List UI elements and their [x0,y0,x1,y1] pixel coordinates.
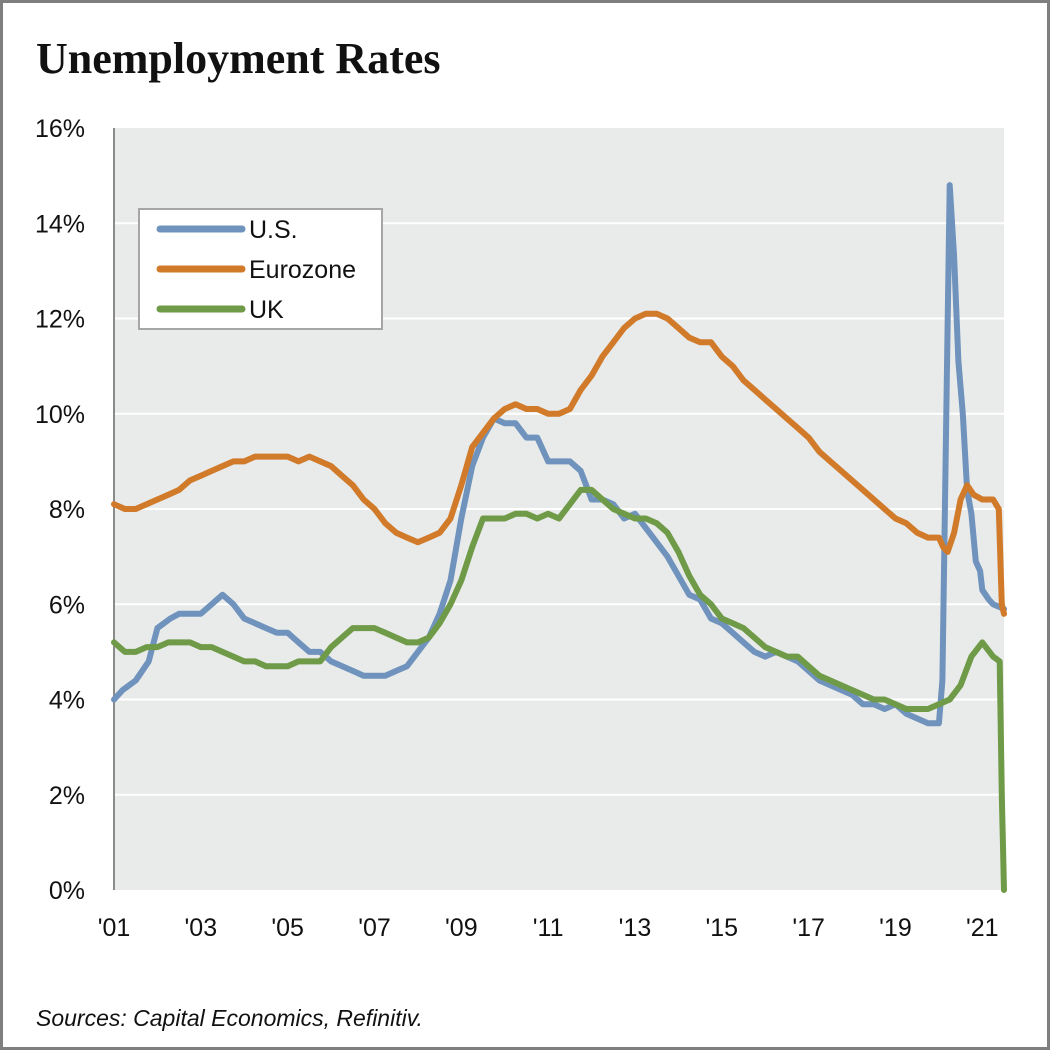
x-tick-label: '21 [966,914,999,942]
source-note: Sources: Capital Economics, Refinitiv. [36,1005,423,1031]
x-tick-label: '15 [706,914,739,942]
y-tick-label: 8% [49,496,85,524]
legend-label: Eurozone [249,256,356,284]
y-tick-label: 10% [35,401,85,429]
x-tick-label: '17 [792,914,825,942]
y-axis-ticks: 0% 2% 4% 6% 8% 10% 12% 14% 16% [35,115,85,905]
line-chart: 0% 2% 4% 6% 8% 10% 12% 14% 16% '01 '03 '05 '07 '09 '1… [35,115,1007,942]
x-axis-ticks: '01 '03 '05 '07 '09 '11 '13 '15 '17 '19 '21 [98,914,999,942]
y-tick-label: 14% [35,210,85,238]
series-lines [111,182,1007,893]
chart-title: Unemployment Rates [36,34,441,83]
y-tick-label: 2% [49,782,85,810]
y-tick-label: 16% [35,115,85,143]
x-tick-label: '07 [358,914,391,942]
legend-label: UK [249,296,284,324]
y-tick-label: 4% [49,687,85,715]
x-tick-label: '03 [185,914,218,942]
x-tick-label: '11 [533,914,564,942]
legend-label: U.S. [249,216,298,244]
x-tick-label: '01 [98,914,131,942]
legend: U.S. Eurozone UK [138,208,383,330]
series-line-uk [111,486,1007,893]
series-line-eurozone [111,310,1007,617]
x-tick-label: '19 [879,914,912,942]
y-tick-label: 0% [49,877,85,905]
y-tick-label: 12% [35,306,85,334]
y-tick-label: 6% [49,591,85,619]
x-tick-label: '09 [445,914,478,942]
x-tick-label: '13 [619,914,652,942]
x-tick-label: '05 [271,914,304,942]
